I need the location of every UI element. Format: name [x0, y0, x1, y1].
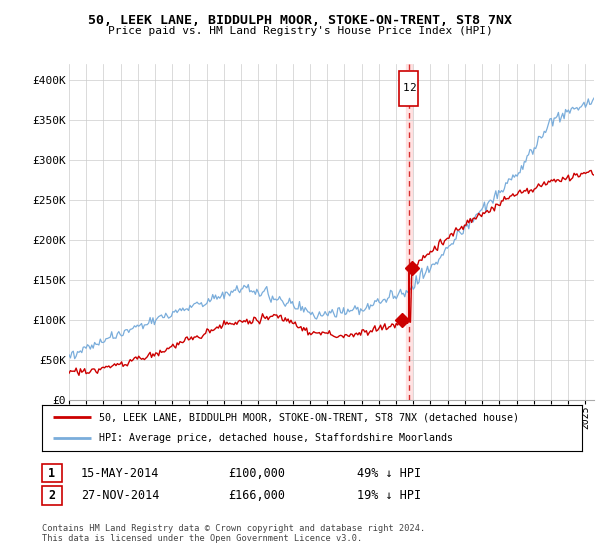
- Text: £100,000: £100,000: [228, 466, 285, 480]
- Text: 2: 2: [49, 489, 55, 502]
- Text: 15-MAY-2014: 15-MAY-2014: [81, 466, 160, 480]
- Text: Price paid vs. HM Land Registry's House Price Index (HPI): Price paid vs. HM Land Registry's House …: [107, 26, 493, 36]
- FancyBboxPatch shape: [400, 71, 418, 106]
- Text: 2: 2: [409, 83, 415, 94]
- Text: 1: 1: [49, 466, 55, 480]
- Text: HPI: Average price, detached house, Staffordshire Moorlands: HPI: Average price, detached house, Staf…: [98, 433, 453, 444]
- Text: 49% ↓ HPI: 49% ↓ HPI: [357, 466, 421, 480]
- Text: £166,000: £166,000: [228, 489, 285, 502]
- Text: 1: 1: [403, 83, 409, 94]
- Text: 50, LEEK LANE, BIDDULPH MOOR, STOKE-ON-TRENT, ST8 7NX: 50, LEEK LANE, BIDDULPH MOOR, STOKE-ON-T…: [88, 14, 512, 27]
- Bar: [406, 64, 412, 400]
- Text: Contains HM Land Registry data © Crown copyright and database right 2024.
This d: Contains HM Land Registry data © Crown c…: [42, 524, 425, 543]
- Text: 27-NOV-2014: 27-NOV-2014: [81, 489, 160, 502]
- Text: 50, LEEK LANE, BIDDULPH MOOR, STOKE-ON-TRENT, ST8 7NX (detached house): 50, LEEK LANE, BIDDULPH MOOR, STOKE-ON-T…: [98, 412, 519, 422]
- Text: 19% ↓ HPI: 19% ↓ HPI: [357, 489, 421, 502]
